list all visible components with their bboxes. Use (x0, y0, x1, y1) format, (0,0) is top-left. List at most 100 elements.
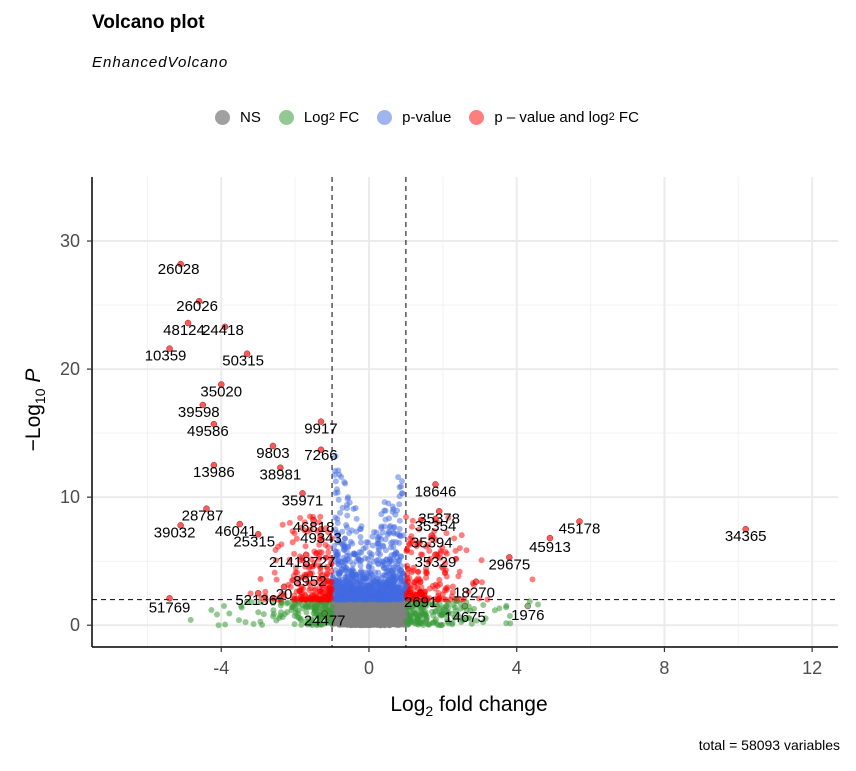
data-point (350, 505, 357, 512)
data-point (403, 513, 410, 520)
data-point (394, 584, 401, 591)
data-point (295, 614, 302, 621)
data-point (423, 569, 430, 576)
data-point (390, 581, 397, 588)
point-label: 45913 (529, 539, 571, 556)
data-point (352, 571, 359, 578)
data-point (278, 541, 285, 548)
point-label: 35020 (200, 383, 242, 400)
y-tick-label: 30 (60, 231, 80, 251)
data-point (331, 471, 338, 478)
legend-label-log2fc-sub: 2 (328, 111, 335, 123)
data-point (379, 529, 386, 536)
data-point (367, 607, 374, 614)
point-label: 35394 (411, 535, 453, 552)
data-point (358, 549, 365, 556)
data-point (456, 545, 463, 552)
data-point (382, 612, 389, 619)
data-point (339, 528, 346, 535)
data-point (398, 569, 405, 576)
chart-caption: total = 58093 variables (698, 737, 840, 753)
legend-label-both-tail: FC (614, 108, 639, 126)
point-label: 35329 (415, 554, 457, 571)
data-point (328, 568, 335, 575)
data-point (478, 557, 485, 564)
point-label: 26026 (176, 298, 218, 315)
data-point (432, 616, 439, 623)
data-point (379, 587, 386, 594)
data-point (341, 535, 348, 542)
data-point (335, 551, 342, 558)
data-point (411, 579, 418, 586)
data-point (349, 566, 356, 573)
data-point (393, 549, 400, 556)
legend-item-ns: NS (215, 109, 261, 126)
data-point (242, 619, 249, 626)
point-label: 18646 (415, 483, 457, 500)
x-tick-label: -4 (213, 658, 229, 678)
data-point (335, 561, 342, 568)
legend-item-both: p – value and log 2 FC (469, 109, 639, 126)
data-point (221, 602, 228, 609)
data-point (357, 534, 364, 541)
data-point (357, 610, 364, 617)
data-point (351, 596, 358, 603)
x-axis-label: Log2 fold change (390, 693, 547, 719)
point-label: 45178 (559, 520, 601, 537)
data-point (358, 567, 365, 574)
data-point (396, 603, 403, 610)
data-point (442, 570, 449, 577)
data-point (338, 473, 345, 480)
data-point (357, 557, 364, 564)
data-point (345, 577, 352, 584)
data-point (334, 592, 341, 599)
point-label: 29675 (488, 556, 530, 573)
data-point (380, 559, 387, 566)
data-point (426, 585, 433, 592)
data-point (301, 596, 308, 603)
x-tick-label: 8 (659, 658, 669, 678)
data-point (396, 539, 403, 546)
data-point (341, 547, 348, 554)
data-point (353, 528, 360, 535)
legend-label-ns: NS (240, 108, 261, 126)
data-point (422, 612, 429, 619)
point-label: 24477 (304, 613, 346, 630)
data-point (348, 572, 355, 579)
data-point (456, 568, 463, 575)
point-label: 35354 (415, 518, 457, 535)
data-point (235, 617, 242, 624)
data-point (373, 603, 380, 610)
data-point (338, 566, 345, 573)
data-point (371, 528, 378, 535)
data-point (357, 526, 364, 533)
data-point (366, 601, 373, 608)
data-point (289, 539, 296, 546)
point-label: 26028 (158, 261, 200, 278)
legend-item-log2fc: Log 2 FC (278, 109, 359, 126)
data-point (365, 619, 372, 626)
data-point (259, 621, 266, 628)
data-point (270, 610, 277, 617)
data-point (362, 555, 369, 562)
data-point (403, 547, 410, 554)
data-point (187, 616, 194, 623)
data-point (333, 486, 340, 493)
data-point (417, 578, 424, 585)
legend-item-pvalue: p-value (377, 109, 451, 126)
data-point (341, 611, 348, 618)
data-point (334, 596, 341, 603)
x-tick-label: 12 (802, 658, 822, 678)
data-point (375, 540, 382, 547)
data-point (215, 622, 222, 629)
data-point (311, 592, 318, 599)
data-point (458, 532, 465, 539)
point-label: 13986 (193, 464, 235, 481)
data-point (284, 609, 291, 616)
data-point (382, 621, 389, 628)
point-label: 49586 (187, 423, 229, 440)
data-point (213, 611, 220, 618)
data-point (351, 601, 358, 608)
data-point (480, 602, 487, 609)
